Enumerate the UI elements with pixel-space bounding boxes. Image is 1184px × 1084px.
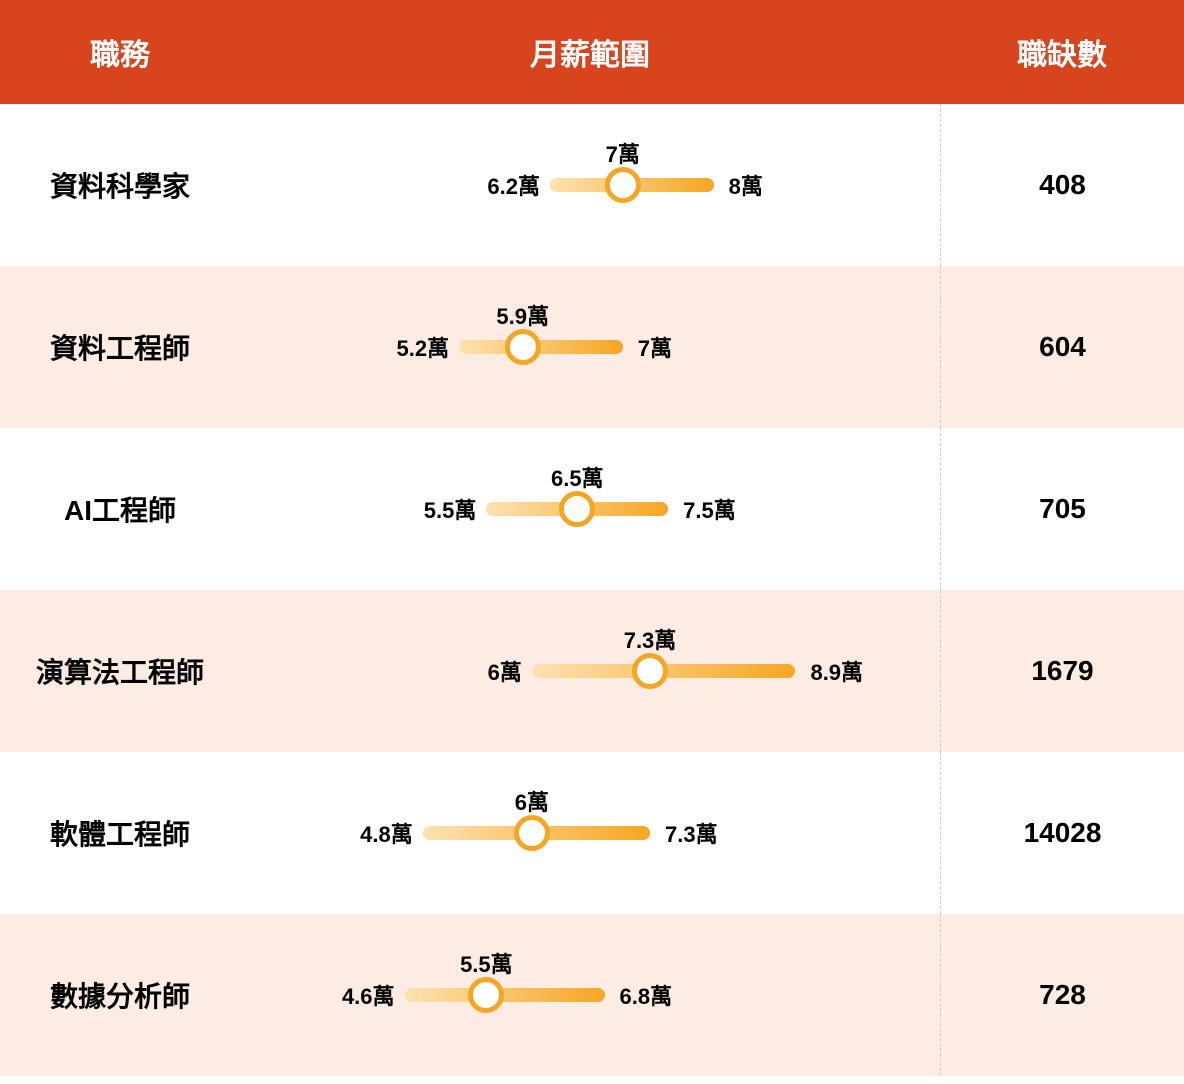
salary-knob [632,653,668,689]
job-count: 408 [940,104,1184,266]
salary-table: 職務 月薪範圍 職缺數 資料科學家 6.2萬 8萬 7萬 408 資料工程師 5.2萬 7萬 5… [0,0,1184,1076]
salary-min-label: 4.6萬 [330,979,395,1011]
salary-range-cell: 6萬8.9萬7.3萬 [240,631,940,711]
salary-min-label: 5.2萬 [384,331,449,363]
header-salary: 月薪範圍 [240,0,940,104]
salary-knob [605,167,641,203]
salary-mid-label: 5.5萬 [460,947,513,979]
salary-range-cell: 4.8萬7.3萬6萬 [240,793,940,873]
salary-mid-label: 7.3萬 [624,623,677,655]
header-count: 職缺數 [940,0,1184,104]
table-row: 軟體工程師 4.8萬 7.3萬 6萬 14028 [0,752,1184,914]
job-title: 軟體工程師 [0,813,240,853]
salary-min-label: 6.2萬 [475,169,540,201]
salary-max-label: 7萬 [638,331,672,363]
job-title: AI工程師 [0,489,240,529]
job-count: 705 [940,428,1184,590]
table-row: 資料科學家 6.2萬 8萬 7萬 408 [0,104,1184,266]
job-title: 演算法工程師 [0,651,240,691]
salary-bar [405,988,605,1002]
salary-max-label: 7.5萬 [683,493,736,525]
job-title: 資料工程師 [0,327,240,367]
salary-knob [505,329,541,365]
salary-max-label: 6.8萬 [620,979,673,1011]
salary-range-cell: 5.5萬7.5萬6.5萬 [240,469,940,549]
salary-range-cell: 6.2萬8萬7萬 [240,145,940,225]
table-row: 演算法工程師 6萬 8.9萬 7.3萬 1679 [0,590,1184,752]
salary-min-label: 6萬 [457,655,522,687]
header-job: 職務 [0,0,240,104]
salary-bar [459,340,623,354]
job-title: 資料科學家 [0,165,240,205]
job-count: 14028 [940,752,1184,914]
salary-mid-label: 5.9萬 [496,299,549,331]
salary-min-label: 5.5萬 [411,493,476,525]
salary-knob [514,815,550,851]
salary-min-label: 4.8萬 [348,817,413,849]
salary-knob [468,977,504,1013]
table-row: 數據分析師 4.6萬 6.8萬 5.5萬 728 [0,914,1184,1076]
salary-knob [559,491,595,527]
table-row: 資料工程師 5.2萬 7萬 5.9萬 604 [0,266,1184,428]
job-count: 1679 [940,590,1184,752]
job-count: 604 [940,266,1184,428]
salary-range-cell: 4.6萬6.8萬5.5萬 [240,955,940,1035]
job-count: 728 [940,914,1184,1076]
salary-mid-label: 6.5萬 [551,461,604,493]
salary-max-label: 8.9萬 [810,655,863,687]
table-header: 職務 月薪範圍 職缺數 [0,0,1184,104]
table-row: AI工程師 5.5萬 7.5萬 6.5萬 705 [0,428,1184,590]
job-title: 數據分析師 [0,975,240,1015]
salary-max-label: 7.3萬 [665,817,718,849]
salary-max-label: 8萬 [729,169,763,201]
salary-mid-label: 7萬 [606,137,640,169]
salary-mid-label: 6萬 [515,785,549,817]
salary-range-cell: 5.2萬7萬5.9萬 [240,307,940,387]
